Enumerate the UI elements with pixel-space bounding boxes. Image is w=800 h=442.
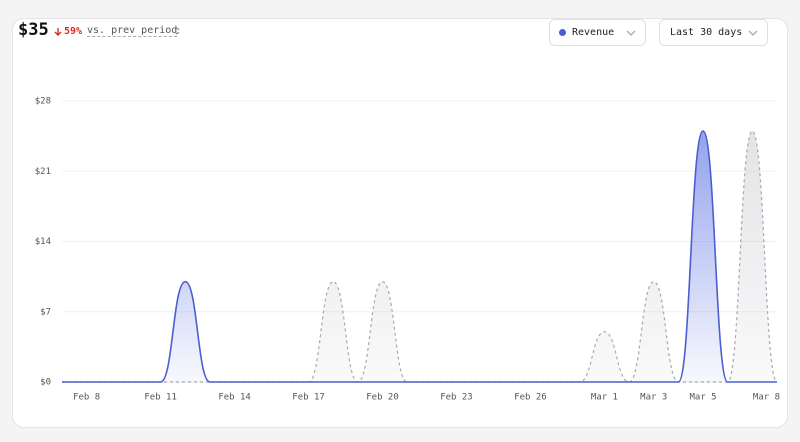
x-tick-label: Mar 1 xyxy=(591,393,618,403)
x-tick-label: Feb 8 xyxy=(73,393,100,403)
series-line xyxy=(62,130,778,383)
series-area xyxy=(62,131,777,382)
x-tick-label: Feb 17 xyxy=(292,393,325,403)
series-area xyxy=(62,131,777,382)
y-tick-label: $7 xyxy=(40,307,51,317)
x-tick-label: Mar 5 xyxy=(689,393,716,403)
x-tick-label: Feb 14 xyxy=(218,393,251,403)
y-tick-label: $28 xyxy=(35,97,51,107)
x-tick-label: Feb 26 xyxy=(514,393,547,403)
change-badge: 59% xyxy=(54,26,82,37)
metric-dropdown[interactable]: Revenue xyxy=(549,19,646,46)
series-swatch xyxy=(559,29,566,36)
chevron-icon xyxy=(748,30,758,36)
range-label: Last 30 days xyxy=(670,27,743,38)
y-tick-label: $0 xyxy=(40,378,51,388)
range-dropdown[interactable]: Last 30 days xyxy=(659,19,768,46)
x-tick-label: Feb 20 xyxy=(366,393,399,403)
down-arrow-icon xyxy=(54,28,62,36)
series-line xyxy=(62,130,777,383)
x-tick-label: Feb 23 xyxy=(440,393,473,403)
y-tick-label: $21 xyxy=(35,167,51,177)
y-tick-label: $14 xyxy=(35,237,51,247)
change-value: 59% xyxy=(64,26,83,37)
comparison-toggle[interactable]: vs. prev period xyxy=(87,25,178,37)
sort-icon xyxy=(174,27,180,35)
chevron-icon xyxy=(626,30,636,36)
metric-label: Revenue xyxy=(572,27,615,38)
total-value: $35 xyxy=(18,20,49,40)
x-tick-label: Mar 8 xyxy=(753,393,780,403)
x-tick-label: Mar 3 xyxy=(640,393,667,403)
x-tick-label: Feb 11 xyxy=(144,393,177,403)
